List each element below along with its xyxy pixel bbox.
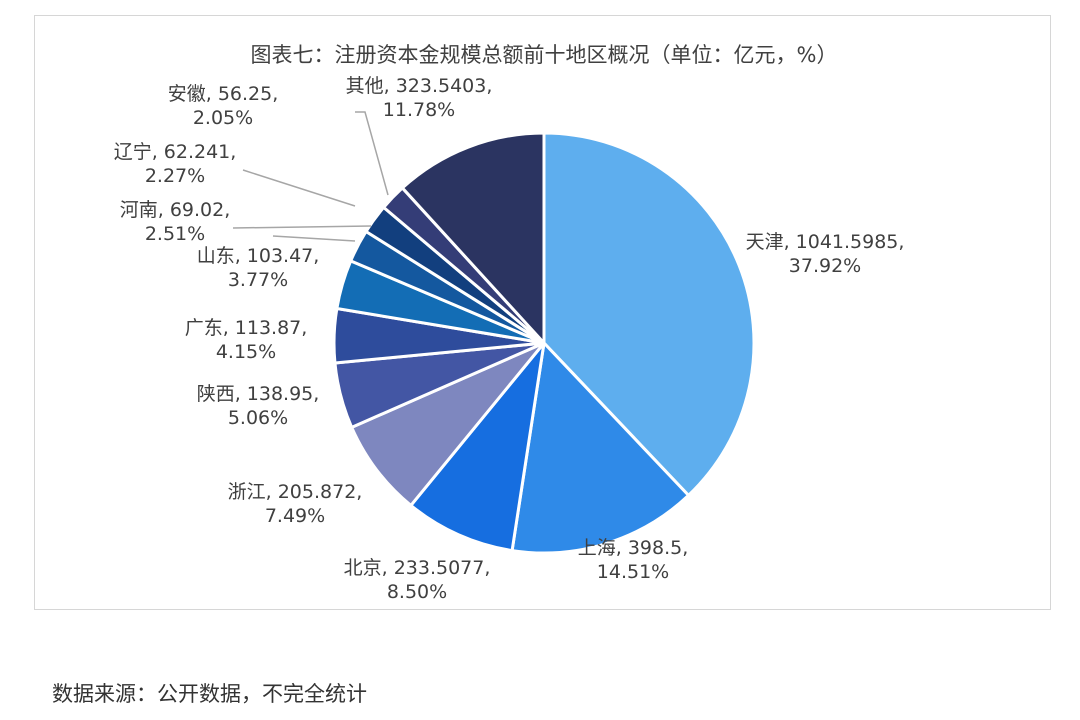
data-label-5: 广东, 113.87, 4.15% <box>185 317 308 363</box>
data-label-7: 河南, 69.02, 2.51% <box>120 199 231 245</box>
data-label-6: 山东, 103.47, 3.77% <box>197 245 320 291</box>
data-label-3: 浙江, 205.872, 7.49% <box>228 481 363 527</box>
pie-slice-10 <box>400 131 546 345</box>
chart-frame: 图表七：注册资本金规模总额前十地区概况（单位：亿元，%） 天津, 1041.598… <box>34 15 1051 610</box>
leader-line-8 <box>242 169 356 207</box>
pie-chart: 图表七：注册资本金规模总额前十地区概况（单位：亿元，%） 天津, 1041.598… <box>114 43 905 603</box>
data-label-8: 辽宁, 62.241, 2.27% <box>114 141 237 187</box>
pie-slice-1 <box>510 341 691 555</box>
pie-slice-0 <box>542 131 756 497</box>
pie-slice-2 <box>409 341 546 553</box>
data-label-1: 上海, 398.5, 14.51% <box>578 537 689 583</box>
data-label-10: 其他, 323.5403, 11.78% <box>346 75 493 121</box>
data-label-2: 北京, 233.5077, 8.50% <box>344 557 491 603</box>
data-label-9: 安徽, 56.25, 2.05% <box>168 83 279 129</box>
pie-slice-3 <box>350 341 546 507</box>
data-label-4: 陕西, 138.95, 5.06% <box>197 383 320 429</box>
data-label-0: 天津, 1041.5985, 37.92% <box>746 231 905 277</box>
leader-line-6 <box>272 235 356 242</box>
leader-line-9 <box>355 111 389 196</box>
chart-title: 图表七：注册资本金规模总额前十地区概况（单位：亿元，%） <box>251 43 838 67</box>
data-source-note: 数据来源：公开数据，不完全统计 <box>52 682 367 706</box>
leader-line-7 <box>232 225 372 229</box>
